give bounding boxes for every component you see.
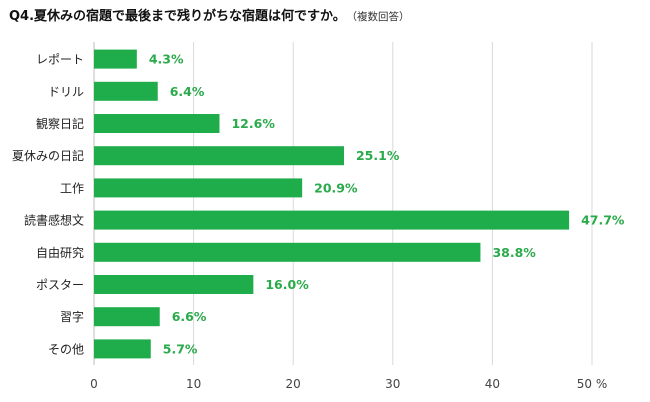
value-label: 20.9% <box>314 180 358 195</box>
category-label: 自由研究 <box>36 245 84 260</box>
category-label: 習字 <box>60 309 84 324</box>
value-label: 12.6% <box>231 116 275 131</box>
value-label: 5.7% <box>163 341 198 356</box>
bar <box>94 307 160 327</box>
bar <box>94 146 344 166</box>
category-label: その他 <box>48 342 84 356</box>
value-label: 16.0% <box>265 277 309 292</box>
chart-title-question: Q4.夏休みの宿題で最後まで残りがちな宿題は何ですか。 <box>9 9 346 24</box>
x-tick-label: 30 <box>385 377 400 391</box>
bar <box>94 210 570 230</box>
value-label: 47.7% <box>581 213 625 228</box>
x-tick-label: 0 <box>90 377 98 391</box>
chart-x-axis: 0 10 20 30 40 50 % <box>90 377 607 391</box>
bar <box>94 114 220 133</box>
bar <box>94 242 481 262</box>
category-label: 観察日記 <box>36 116 84 131</box>
bar <box>94 339 151 359</box>
category-label: 工作 <box>60 181 84 195</box>
chart-title: Q4.夏休みの宿題で最後まで残りがちな宿題は何ですか。 （複数回答） <box>9 5 410 24</box>
value-label: 6.6% <box>172 309 207 324</box>
category-label: レポート <box>36 53 84 67</box>
x-tick-label: 40 <box>485 377 500 391</box>
value-label: 25.1% <box>356 148 400 163</box>
category-label: 夏休みの日記 <box>12 148 84 163</box>
chart-grid <box>93 42 593 365</box>
category-label: ドリル <box>48 85 84 99</box>
bar <box>94 275 254 294</box>
bar <box>94 81 158 101</box>
chart-title-note: （複数回答） <box>351 11 410 23</box>
bar <box>94 49 137 69</box>
chart-value-labels: 4.3% 6.4% 12.6% 25.1% 20.9% 47.7% 38.8% 16.0% 6.… <box>149 52 625 357</box>
x-tick-label: 50 % <box>577 377 608 391</box>
category-label: ポスター <box>36 278 84 292</box>
bar <box>94 178 303 198</box>
value-label: 38.8% <box>492 245 536 260</box>
x-tick-label: 10 <box>186 377 201 391</box>
chart-bars <box>94 49 570 359</box>
value-label: 6.4% <box>170 84 205 99</box>
value-label: 4.3% <box>149 52 184 67</box>
x-tick-label: 20 <box>286 377 301 391</box>
category-label: 読書感想文 <box>24 213 84 228</box>
